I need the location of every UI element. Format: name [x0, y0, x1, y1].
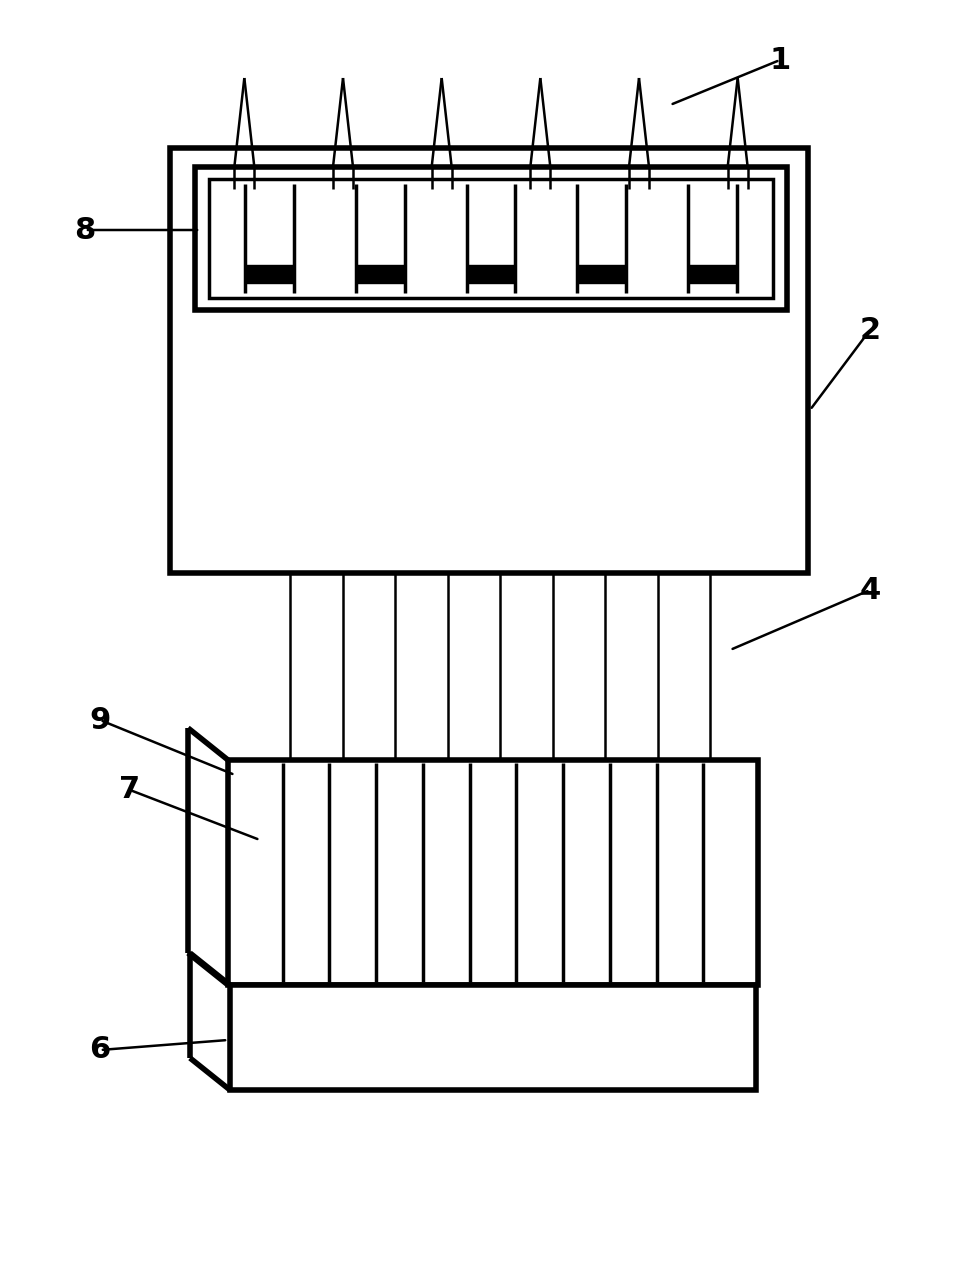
- Text: 7: 7: [120, 776, 140, 805]
- Bar: [195, 167, 787, 310]
- Bar: [466, 265, 515, 283]
- Bar: [688, 265, 737, 283]
- Text: 1: 1: [769, 45, 791, 74]
- Bar: [209, 179, 773, 297]
- Bar: [245, 265, 294, 283]
- Text: 2: 2: [859, 315, 881, 345]
- Text: 6: 6: [89, 1036, 111, 1064]
- Bar: [577, 265, 626, 283]
- Bar: [230, 985, 756, 1090]
- Bar: [170, 147, 808, 573]
- Text: 4: 4: [859, 576, 881, 605]
- Bar: [228, 760, 758, 985]
- Text: 8: 8: [74, 215, 96, 245]
- Text: 9: 9: [89, 705, 111, 735]
- Bar: [356, 265, 405, 283]
